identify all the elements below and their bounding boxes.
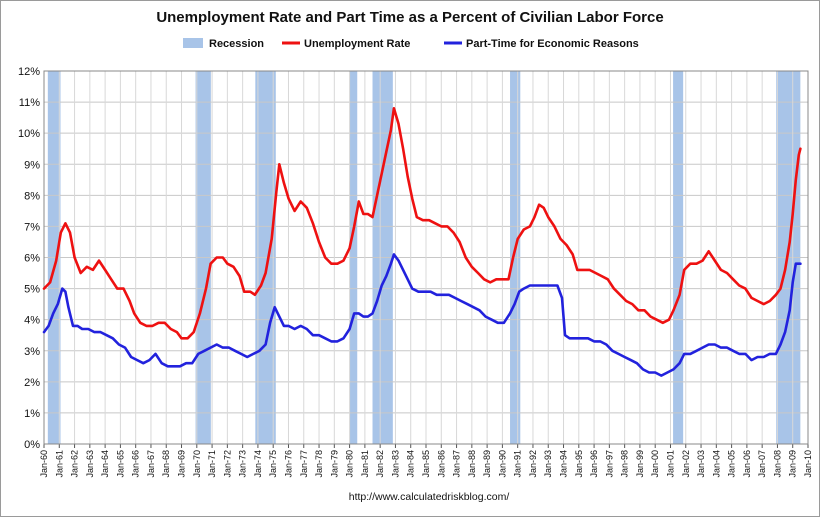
x-tick-label-14: Jan-74	[253, 450, 263, 478]
x-tick-label-48: Jan-08	[772, 450, 782, 478]
x-tick-label-28: Jan-88	[467, 450, 477, 478]
x-tick-label-8: Jan-68	[161, 450, 171, 478]
x-tick-label-29: Jan-89	[482, 450, 492, 478]
chart-title: Unemployment Rate and Part Time as a Per…	[156, 9, 663, 26]
x-tick-label-20: Jan-80	[345, 450, 355, 478]
x-tick-label-35: Jan-95	[574, 450, 584, 478]
y-tick-label-4: 4%	[24, 315, 40, 327]
x-tick-label-43: Jan-03	[696, 450, 706, 478]
x-tick-label-9: Jan-69	[177, 450, 187, 478]
y-tick-label-7: 7%	[24, 221, 40, 233]
x-tick-label-44: Jan-04	[711, 450, 721, 478]
x-tick-label-13: Jan-73	[238, 450, 248, 478]
x-tick-label-12: Jan-72	[222, 450, 232, 478]
legend-recession-swatch	[183, 38, 203, 48]
y-tick-label-9: 9%	[24, 159, 40, 171]
y-tick-label-12: 12%	[18, 66, 40, 78]
x-tick-label-39: Jan-99	[635, 450, 645, 478]
x-tick-label-19: Jan-79	[329, 450, 339, 478]
x-tick-label-50: Jan-10	[803, 450, 813, 478]
x-tick-label-17: Jan-77	[299, 450, 309, 478]
y-tick-label-6: 6%	[24, 253, 40, 265]
x-tick-label-32: Jan-92	[528, 450, 538, 478]
y-tick-label-3: 3%	[24, 346, 40, 358]
x-tick-label-45: Jan-05	[727, 450, 737, 478]
x-tick-label-6: Jan-66	[131, 450, 141, 478]
x-tick-label-38: Jan-98	[620, 450, 630, 478]
x-tick-label-0: Jan-60	[39, 450, 49, 478]
x-tick-label-49: Jan-09	[788, 450, 798, 478]
x-tick-label-4: Jan-64	[100, 450, 110, 478]
x-tick-label-1: Jan-61	[54, 450, 64, 478]
x-tick-label-22: Jan-82	[375, 450, 385, 478]
legend-parttime-label: Part-Time for Economic Reasons	[466, 38, 639, 50]
x-tick-label-30: Jan-90	[497, 450, 507, 478]
x-tick-label-33: Jan-93	[543, 450, 553, 478]
x-tick-label-36: Jan-96	[589, 450, 599, 478]
x-tick-label-42: Jan-02	[681, 450, 691, 478]
series-line-part-time	[42, 253, 802, 377]
x-tick-label-37: Jan-97	[604, 450, 614, 478]
x-tick-label-40: Jan-00	[650, 450, 660, 478]
x-tick-label-15: Jan-75	[268, 450, 278, 478]
x-tick-label-7: Jan-67	[146, 450, 156, 478]
y-tick-label-5: 5%	[24, 284, 40, 296]
plot-area: 0% 1% 2% 3% 4% 5% 6% 7% 8% 9% 10% 11% 12% Jan-60 Jan-6…	[18, 66, 813, 478]
x-tick-label-23: Jan-83	[390, 450, 400, 478]
x-tick-label-11: Jan-71	[207, 450, 217, 478]
x-tick-label-5: Jan-65	[115, 450, 125, 478]
legend-recession-label: Recession	[209, 38, 264, 50]
x-tick-label-24: Jan-84	[406, 450, 416, 478]
x-tick-label-27: Jan-87	[452, 450, 462, 478]
series-line-unemployment-rate	[42, 107, 802, 340]
x-tick-label-34: Jan-94	[559, 450, 569, 478]
x-tick-label-46: Jan-06	[742, 450, 752, 478]
x-tick-label-2: Jan-62	[70, 450, 80, 478]
x-tick-label-18: Jan-78	[314, 450, 324, 478]
y-tick-label-0: 0%	[24, 439, 40, 451]
x-tick-label-26: Jan-86	[436, 450, 446, 478]
x-tick-label-3: Jan-63	[85, 450, 95, 478]
x-tick-label-31: Jan-91	[513, 450, 523, 478]
y-tick-label-8: 8%	[24, 190, 40, 202]
source-url: http://www.calculatedriskblog.com/	[349, 491, 510, 503]
y-tick-label-2: 2%	[24, 377, 40, 389]
legend-unemployment-label: Unemployment Rate	[304, 38, 410, 50]
x-tick-label-47: Jan-07	[757, 450, 767, 478]
x-tick-label-21: Jan-81	[360, 450, 370, 478]
legend: Recession Unemployment Rate Part-Time fo…	[183, 38, 639, 50]
plot-border	[43, 70, 809, 445]
x-tick-label-16: Jan-76	[283, 450, 293, 478]
x-tick-label-41: Jan-01	[665, 450, 675, 478]
y-tick-label-10: 10%	[18, 128, 40, 140]
x-tick-label-10: Jan-70	[192, 450, 202, 478]
y-tick-label-1: 1%	[24, 408, 40, 420]
y-tick-label-11: 11%	[19, 97, 40, 109]
x-tick-label-25: Jan-85	[421, 450, 431, 478]
